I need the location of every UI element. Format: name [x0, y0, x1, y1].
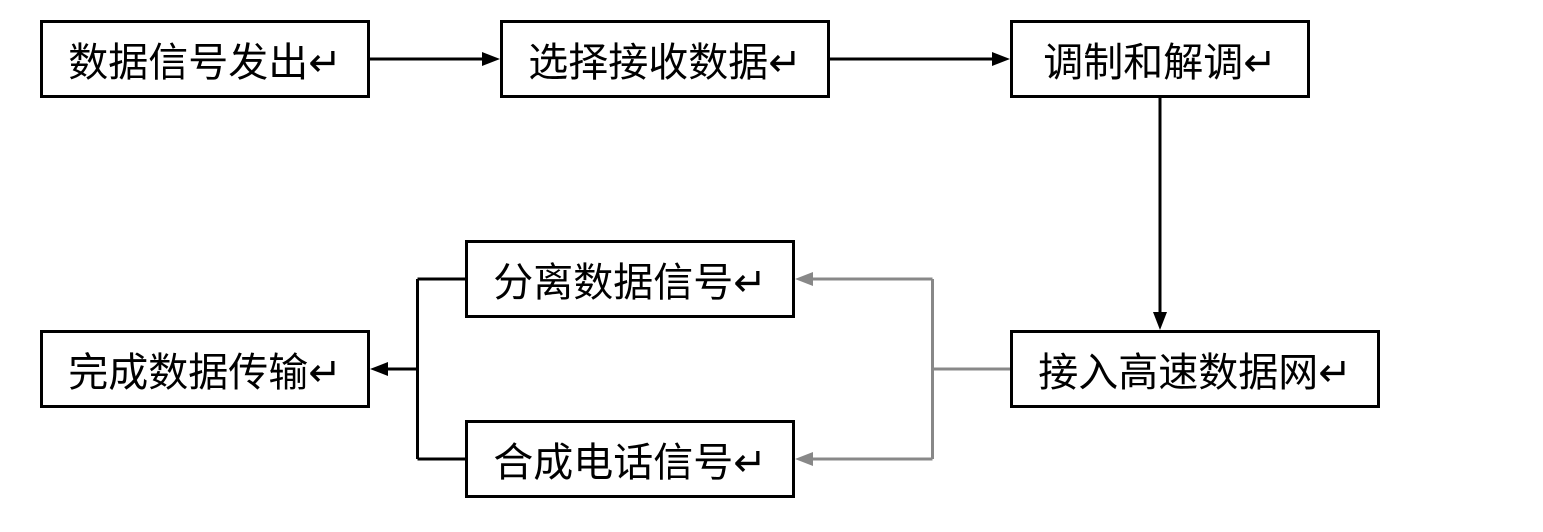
node-n5: 分离数据信号↵ [465, 240, 795, 318]
node-label: 选择接收数据↵ [528, 30, 802, 88]
node-label: 数据信号发出↵ [68, 30, 342, 88]
node-n4: 接入高速数据网↵ [1010, 330, 1380, 408]
node-label: 合成电话信号↵ [493, 430, 767, 488]
node-label: 完成数据传输↵ [68, 340, 342, 398]
node-n1: 数据信号发出↵ [40, 20, 370, 98]
node-n2: 选择接收数据↵ [500, 20, 830, 98]
node-n6: 合成电话信号↵ [465, 420, 795, 498]
node-label: 接入高速数据网↵ [1038, 340, 1352, 398]
flowchart-canvas: 数据信号发出↵ 选择接收数据↵ 调制和解调↵ 接入高速数据网↵ 分离数据信号↵ 合成电话信… [0, 0, 1543, 532]
node-n3: 调制和解调↵ [1010, 20, 1310, 98]
node-label: 调制和解调↵ [1043, 30, 1277, 88]
node-n7: 完成数据传输↵ [40, 330, 370, 408]
node-label: 分离数据信号↵ [493, 250, 767, 308]
